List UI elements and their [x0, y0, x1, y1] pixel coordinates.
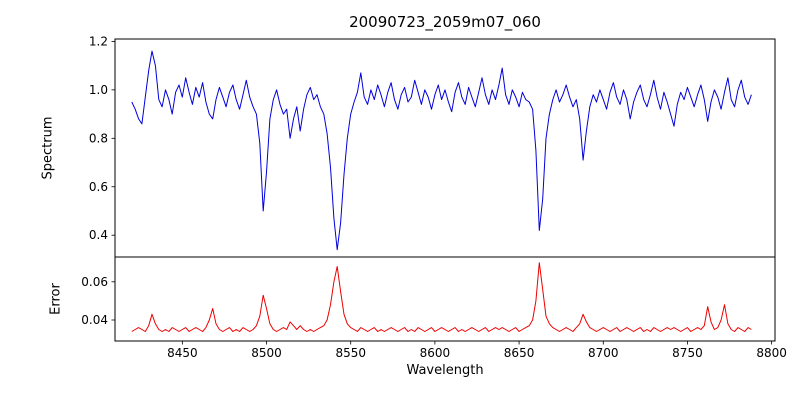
x-tick-label: 8450 [167, 346, 198, 360]
error-y-tick-label: 0.04 [81, 313, 108, 327]
x-tick-label: 8750 [672, 346, 703, 360]
spectrum-y-tick-label: 0.6 [89, 180, 108, 194]
error-line [131, 262, 752, 332]
x-tick-label: 8700 [588, 346, 619, 360]
spectrum-y-tick-label: 1.0 [89, 83, 108, 97]
spectrum-y-tick-label: 0.8 [89, 131, 108, 145]
x-axis-label: Wavelength [406, 363, 484, 378]
spectrum-y-tick-label: 0.4 [89, 228, 108, 242]
error-y-tick-label: 0.06 [81, 275, 108, 289]
x-tick-label: 8500 [251, 346, 282, 360]
x-tick-label: 8600 [420, 346, 451, 360]
spectrum-line [131, 50, 752, 251]
plot-title: 20090723_2059m07_060 [349, 13, 541, 31]
spectrum-y-tick-label: 1.2 [89, 34, 108, 48]
x-tick-label: 8650 [504, 346, 535, 360]
x-tick-label: 8550 [335, 346, 366, 360]
spectrum-panel-border [114, 38, 776, 258]
x-tick-label: 8800 [756, 346, 787, 360]
error-panel-border [114, 256, 776, 342]
